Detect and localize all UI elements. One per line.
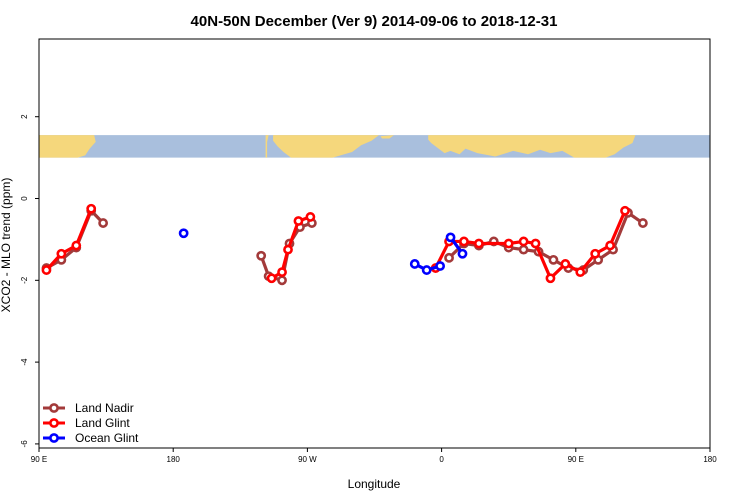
- data-point: [575, 267, 586, 278]
- series-layer: [41, 203, 648, 286]
- data-point: [620, 205, 630, 216]
- plot-frame: [38, 38, 711, 449]
- data-point: [409, 259, 420, 269]
- map-land-shape: [265, 135, 269, 158]
- data-point: [444, 252, 454, 263]
- map-land-shape: [428, 135, 636, 158]
- x-tick-label: 90 W: [298, 455, 317, 464]
- map-band-land: [39, 135, 636, 158]
- x-axis-label: Longitude: [348, 477, 401, 491]
- plot-area: [38, 38, 711, 449]
- series-ocean-glint: [178, 228, 468, 275]
- map-land-shape: [273, 135, 379, 158]
- legend-marker: [49, 418, 59, 428]
- y-tick-label: 0: [20, 196, 29, 201]
- data-point: [518, 244, 529, 255]
- legend-marker: [49, 433, 59, 443]
- y-tick-label: -4: [20, 358, 29, 366]
- data-point: [605, 240, 615, 251]
- legend-label: Land Nadir: [75, 401, 134, 415]
- data-point: [545, 273, 556, 284]
- x-tick-label: 90 E: [31, 455, 47, 464]
- y-tick-label: -6: [20, 440, 29, 448]
- data-point: [283, 244, 293, 255]
- x-tick-label: 180: [167, 455, 181, 464]
- data-point: [590, 248, 601, 259]
- data-point: [266, 273, 277, 284]
- map-land-shape: [39, 135, 96, 158]
- y-axis: 2 0 -2 -4 -6: [20, 114, 39, 448]
- x-tick-label: 90 E: [568, 455, 584, 464]
- data-point: [548, 254, 559, 265]
- series-land-glint: [41, 203, 630, 284]
- legend-marker: [49, 403, 59, 413]
- data-point: [421, 265, 432, 275]
- data-point: [457, 248, 468, 259]
- data-point: [41, 265, 52, 275]
- data-point: [56, 248, 67, 259]
- data-point: [178, 228, 189, 239]
- y-tick-label: -2: [20, 276, 29, 284]
- x-tick-label: 180: [703, 455, 717, 464]
- x-axis: 90 E 180 90 W 0 90 E 180: [31, 448, 717, 464]
- data-point: [560, 259, 571, 269]
- y-tick-label: 2: [20, 114, 29, 119]
- data-point: [98, 218, 109, 228]
- data-point: [86, 203, 97, 214]
- data-point: [518, 236, 529, 247]
- data-point: [435, 261, 446, 271]
- data-point: [503, 238, 514, 249]
- data-point: [459, 236, 469, 247]
- y-axis-label: XCO2 - MLO trend (ppm): [0, 178, 13, 313]
- data-point: [530, 238, 541, 249]
- legend-label: Land Glint: [75, 416, 130, 430]
- data-point: [71, 240, 82, 251]
- data-point: [473, 238, 484, 249]
- data-point: [305, 212, 316, 222]
- chart-title: 40N-50N December (Ver 9) 2014-09-06 to 2…: [191, 13, 558, 30]
- x-tick-label: 0: [439, 455, 444, 464]
- data-point: [293, 216, 304, 226]
- legend-label: Ocean Glint: [75, 431, 139, 445]
- map-land-shape: [380, 135, 394, 139]
- data-point: [277, 275, 287, 286]
- data-point: [256, 250, 267, 261]
- data-point: [638, 218, 648, 228]
- data-point: [445, 232, 456, 243]
- series-line: [45, 208, 93, 272]
- data-point: [277, 267, 287, 278]
